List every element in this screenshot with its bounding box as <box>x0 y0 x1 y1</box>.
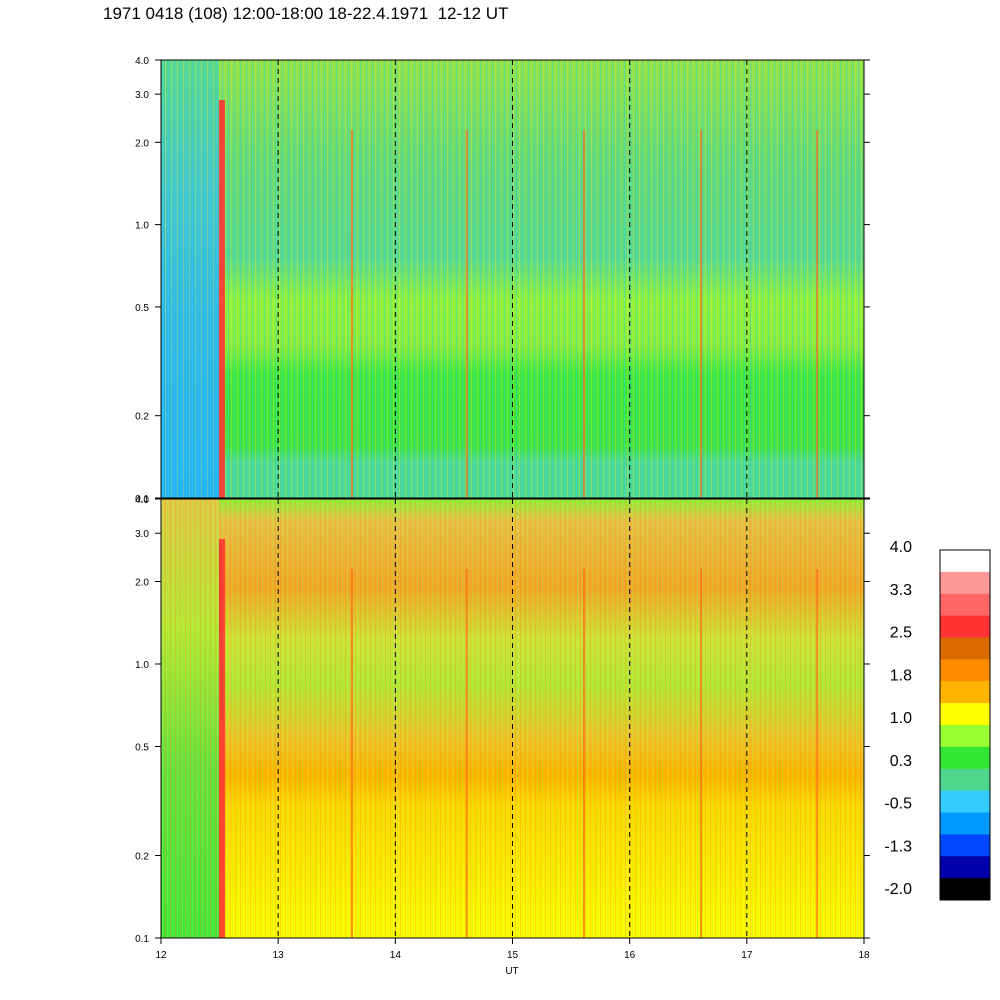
top-spike-12.52 <box>218 100 225 498</box>
colorbar-label: 0.3 <box>890 753 912 770</box>
x-tick-label-13: 13 <box>273 950 285 961</box>
colorbar-swatch <box>940 790 990 813</box>
top-panel-frame <box>160 59 865 499</box>
bottom-y-tick-label-1.0: 1.0 <box>135 660 149 671</box>
colorbar-swatch <box>940 615 990 638</box>
colorbar-label: -2.0 <box>884 881 912 898</box>
colorbar-label: 4.0 <box>890 539 912 556</box>
colorbar <box>939 549 991 901</box>
colorbar-labels: 4.0 3.3 2.5 1.8 1.0 0.3 -0.5 -1.3 -2.0 <box>884 539 912 898</box>
top-y-tick-label-0.5: 0.5 <box>135 303 149 314</box>
bottom-panel-y-axis: 0.1 0.2 0.5 1.0 2.0 3.0 4.0 <box>135 495 870 945</box>
colorbar-swatch <box>940 550 990 573</box>
bottom-spike-17.6 <box>816 569 819 938</box>
bottom-panel-spikes <box>218 539 819 938</box>
top-spike-15.61 <box>582 130 585 498</box>
chart-title: 1971 0418 (108) 12:00-18:00 18-22.4.1971… <box>103 4 509 23</box>
x-axis: 12 13 14 15 16 17 18 <box>155 938 870 961</box>
colorbar-swatch <box>940 637 990 660</box>
bottom-spike-13.63 <box>350 569 353 938</box>
top-spike-16.61 <box>700 130 703 498</box>
colorbar-label: -1.3 <box>884 838 912 855</box>
colorbar-swatch <box>940 834 990 857</box>
colorbar-swatch <box>940 659 990 682</box>
bottom-panel: 0.1 0.2 0.5 1.0 2.0 3.0 4.0 <box>135 495 870 945</box>
bottom-spike-15.61 <box>582 569 585 938</box>
top-y-tick-label-4.0: 4.0 <box>135 56 149 67</box>
colorbar-swatch <box>940 812 990 835</box>
x-tick-label-14: 14 <box>390 950 402 961</box>
colorbar-swatch <box>940 878 990 901</box>
colorbar-swatch <box>940 571 990 595</box>
bottom-y-tick-label-0.2: 0.2 <box>135 852 149 863</box>
top-panel-y-axis: 0.1 0.2 0.5 1.0 2.0 3.0 4.0 <box>135 56 870 505</box>
x-tick-label-17: 17 <box>741 950 753 961</box>
x-tick-label-18: 18 <box>858 950 870 961</box>
top-spike-13.63 <box>350 130 353 498</box>
top-panel-hour-lines <box>277 60 748 498</box>
top-y-tick-label-0.2: 0.2 <box>135 412 149 423</box>
colorbar-swatch <box>940 725 990 748</box>
top-spike-14.61 <box>465 130 468 498</box>
colorbar-swatch <box>940 681 990 704</box>
x-tick-label-16: 16 <box>624 950 636 961</box>
bottom-spike-16.61 <box>700 569 703 938</box>
colorbar-swatch <box>940 856 990 879</box>
colorbar-label: -0.5 <box>884 796 912 813</box>
top-spike-17.6 <box>816 130 819 498</box>
bottom-spike-14.61 <box>465 569 468 938</box>
colorbar-swatch <box>940 768 990 792</box>
bottom-panel-hour-lines <box>277 499 748 938</box>
x-tick-label-12: 12 <box>155 950 167 961</box>
bottom-y-tick-label-3.0: 3.0 <box>135 529 149 540</box>
top-y-tick-label-0.1: 0.1 <box>135 494 149 505</box>
colorbar-frame <box>939 549 991 901</box>
colorbar-label: 3.3 <box>890 582 912 599</box>
top-y-tick-label-2.0: 2.0 <box>135 138 149 149</box>
bottom-y-tick-label-0.1: 0.1 <box>135 934 149 945</box>
bottom-spike-12.52 <box>218 539 225 938</box>
bottom-y-tick-label-0.5: 0.5 <box>135 742 149 753</box>
top-y-tick-label-3.0: 3.0 <box>135 90 149 101</box>
top-panel-spikes <box>218 100 819 498</box>
top-panel: 0.1 0.2 0.5 1.0 2.0 3.0 4.0 <box>135 56 870 505</box>
x-tick-label-15: 15 <box>507 950 519 961</box>
bottom-y-tick-label-4.0: 4.0 <box>135 495 149 506</box>
colorbar-swatch <box>940 746 990 770</box>
colorbar-swatch <box>940 593 990 617</box>
colorbar-swatch <box>940 703 990 726</box>
colorbar-label: 1.0 <box>890 710 912 727</box>
x-axis-label: UT <box>505 966 518 977</box>
bottom-y-tick-label-2.0: 2.0 <box>135 577 149 588</box>
top-y-tick-label-1.0: 1.0 <box>135 221 149 232</box>
colorbar-label: 2.5 <box>890 625 912 642</box>
colorbar-label: 1.8 <box>890 667 912 684</box>
